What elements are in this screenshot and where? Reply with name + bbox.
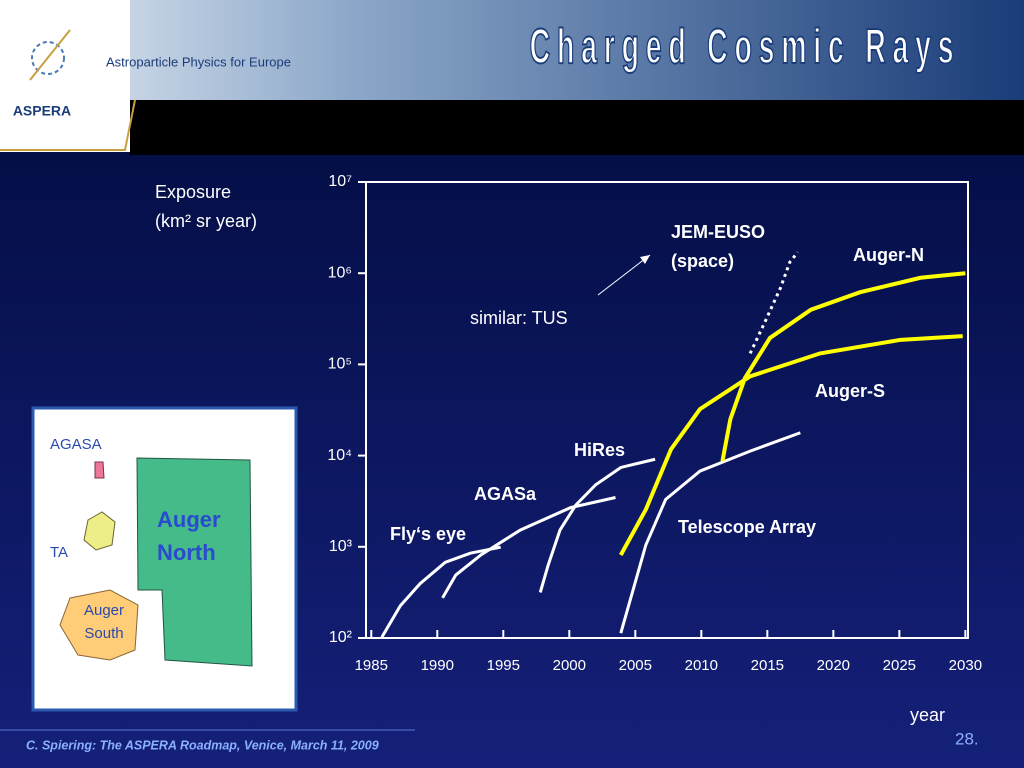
map-label: Auger — [157, 507, 221, 532]
map-label: TA — [50, 544, 68, 561]
x-tick-label: 2020 — [817, 657, 850, 674]
x-tick-label: 2005 — [619, 657, 652, 674]
logo-border — [0, 99, 136, 151]
logo-area — [0, 0, 130, 152]
header-band — [0, 0, 1024, 100]
annotation: similar: TUS — [470, 308, 568, 328]
annotation-arrowhead — [640, 255, 650, 264]
series-line — [538, 457, 656, 593]
x-tick-label: 1995 — [487, 657, 520, 674]
x-tick-label: 2015 — [751, 657, 784, 674]
series-label: Auger-S — [815, 381, 885, 401]
tagline: Astroparticle Physics for Europe — [106, 54, 291, 69]
series-line — [380, 545, 501, 638]
x-tick-label: 1990 — [421, 657, 454, 674]
series-label: Auger-N — [853, 245, 924, 265]
agasa-area — [94, 461, 105, 479]
annotation: (space) — [671, 251, 734, 271]
map-label: North — [157, 540, 216, 565]
series-label: JEM-EUSO — [671, 222, 765, 242]
series-line — [619, 334, 963, 556]
y-tick-label: 10⁴ — [327, 447, 352, 464]
map-label: AGASA — [50, 436, 102, 453]
y-tick-label: 10³ — [329, 538, 353, 555]
x-tick-label: 1985 — [355, 657, 388, 674]
annotation-arrow — [597, 254, 651, 296]
series-line — [619, 431, 801, 634]
logo-icon — [29, 29, 71, 81]
slide-title: Charged Cosmic Rays — [530, 18, 961, 74]
ta-area — [83, 511, 116, 551]
series-line — [720, 271, 966, 462]
footer-credit: C. Spiering: The ASPERA Roadmap, Venice,… — [26, 738, 379, 752]
y-tick-label: 10⁶ — [328, 264, 352, 281]
y-tick-label: 10⁷ — [328, 173, 352, 190]
series-label: Fly‘s eye — [390, 524, 466, 544]
page-number: 28. — [955, 729, 979, 748]
y-tick-label: 10⁵ — [328, 356, 352, 373]
series-label: AGASa — [474, 484, 537, 504]
map-label: Auger — [84, 602, 124, 619]
series-line — [441, 496, 616, 599]
x-axis-label: year — [910, 705, 945, 725]
series-line — [748, 251, 799, 355]
plot-frame — [365, 181, 969, 639]
header-bar — [130, 100, 1024, 155]
logo-text: ASPERA — [13, 103, 71, 119]
auger-north-area — [136, 457, 253, 667]
y-tick-label: 10² — [329, 629, 353, 646]
map-label: South — [84, 625, 123, 642]
series-label: HiRes — [574, 440, 625, 460]
x-tick-label: 2010 — [685, 657, 718, 674]
x-tick-label: 2000 — [553, 657, 586, 674]
auger-south-area — [59, 589, 139, 661]
x-tick-label: 2025 — [883, 657, 916, 674]
y-axis-label: (km² sr year) — [155, 211, 257, 231]
x-tick-label: 2030 — [949, 657, 982, 674]
y-axis-label: Exposure — [155, 182, 231, 202]
logo-icon — [31, 41, 65, 75]
series-label: Telescope Array — [678, 517, 816, 537]
